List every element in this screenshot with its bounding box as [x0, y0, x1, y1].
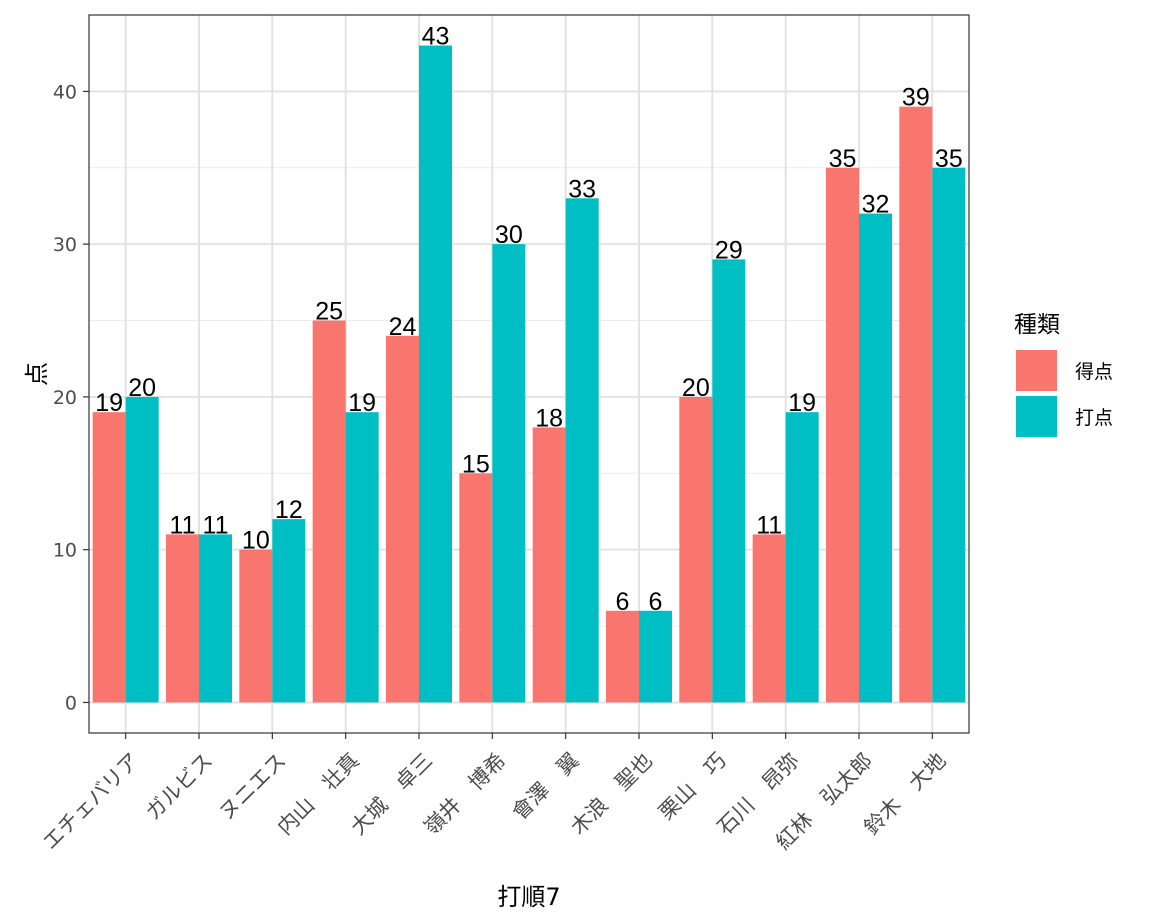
bar-daten — [272, 519, 306, 703]
bar-value-label: 6 — [649, 588, 663, 616]
bar-value-label: 35 — [829, 145, 857, 173]
bar-value-label: 32 — [862, 191, 890, 219]
bar-value-label: 11 — [203, 511, 229, 539]
bar-tokuten — [752, 534, 786, 703]
x-tick-label: エチェバリア — [38, 748, 144, 854]
bar-labels: 19 11 10 25 24 15 18 6 20 11 35 39 20 11 12 19 43 30 33 6 29… — [95, 23, 962, 616]
bar-daten — [492, 244, 526, 703]
bar-value-label: 11 — [756, 511, 782, 539]
bar-value-label: 24 — [389, 313, 417, 341]
bar-value-label: 19 — [788, 389, 816, 417]
panel-border — [88, 14, 970, 734]
bar-value-label: 19 — [95, 389, 123, 417]
bar-tokuten — [166, 534, 199, 703]
bar-tokuten — [239, 549, 273, 703]
bar-daten — [125, 396, 159, 703]
legend-key — [1016, 396, 1057, 437]
y-tick-label: 0 — [65, 692, 77, 714]
bar-tokuten — [459, 473, 493, 703]
bar-value-label: 18 — [535, 404, 563, 432]
bar-daten — [419, 45, 452, 703]
bar-tokuten — [532, 427, 566, 703]
bar-daten — [639, 610, 672, 703]
bar-daten — [565, 198, 599, 703]
legend-key — [1016, 350, 1057, 391]
x-tick-label: ガルビス — [141, 748, 217, 824]
bar-value-label: 39 — [902, 84, 930, 112]
bar-tokuten — [312, 320, 346, 703]
bar-value-label: 35 — [935, 145, 963, 173]
bar-value-label: 43 — [422, 23, 450, 51]
bar-tokuten — [606, 610, 639, 703]
x-tick-label: 栗山 巧 — [654, 748, 730, 824]
bar-daten — [345, 412, 379, 703]
bar-daten — [785, 412, 819, 703]
bar-tokuten — [92, 412, 126, 703]
bar-value-label: 29 — [715, 236, 743, 264]
bars — [92, 45, 966, 703]
y-tick-label: 30 — [53, 234, 77, 256]
bar-value-label: 25 — [315, 298, 343, 326]
x-tick-label: ヌニエス — [214, 748, 290, 824]
y-tick-label: 20 — [53, 387, 77, 409]
bar-value-label: 6 — [616, 588, 630, 616]
legend-title: 種類 — [1014, 312, 1060, 338]
bar-value-label: 15 — [462, 450, 490, 478]
bar-tokuten — [826, 167, 859, 703]
bar-value-label: 30 — [495, 221, 523, 249]
panel-background — [89, 15, 969, 733]
bar-value-label: 10 — [242, 527, 270, 555]
bar-value-label: 19 — [348, 389, 376, 417]
y-tick-label: 40 — [53, 81, 77, 103]
y-axis: 0 10 20 30 40 — [53, 81, 89, 714]
bar-daten — [932, 167, 966, 703]
y-axis-title: 点 — [23, 362, 51, 386]
bar-tokuten — [679, 396, 713, 703]
legend-label: 打点 — [1075, 407, 1113, 429]
y-tick-label: 10 — [53, 540, 77, 562]
bar-value-label: 20 — [128, 374, 156, 402]
bar-daten — [712, 259, 746, 703]
bar-value-label: 20 — [682, 374, 710, 402]
x-axis-title: 打順7 — [497, 883, 560, 911]
bar-tokuten — [386, 335, 419, 703]
bar-value-label: 33 — [568, 175, 596, 203]
bar-daten — [859, 213, 892, 703]
bar-daten — [199, 534, 232, 703]
bar-value-label: 11 — [170, 511, 196, 539]
bar-tokuten — [899, 106, 933, 703]
bar-value-label: 12 — [275, 496, 303, 524]
x-tick-label: 會澤 翼 — [508, 748, 584, 824]
legend-label: 得点 — [1075, 361, 1113, 383]
